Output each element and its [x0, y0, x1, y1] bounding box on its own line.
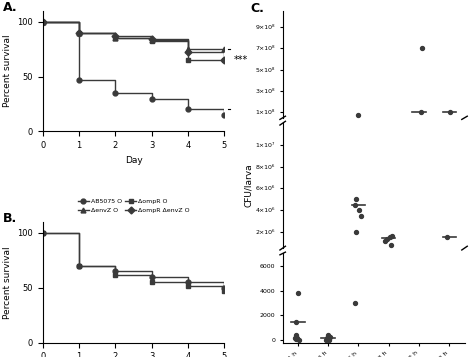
Legend: AB5075 O, ΔenvZ O, ΔompR O, ΔompR ΔenvZ O: AB5075 O, ΔenvZ O, ΔompR O, ΔompR ΔenvZ … — [75, 196, 192, 215]
Text: A.: A. — [3, 1, 17, 14]
Point — [443, 235, 451, 240]
Point — [357, 213, 365, 218]
Point — [323, 335, 331, 341]
Point — [292, 319, 299, 325]
Point — [322, 337, 330, 342]
Y-axis label: Percent survival: Percent survival — [3, 246, 12, 319]
Point — [292, 336, 299, 341]
Point — [325, 337, 333, 342]
Point — [417, 110, 425, 115]
Point — [351, 202, 359, 207]
Point — [324, 336, 332, 342]
Point — [327, 334, 334, 340]
Point — [354, 112, 361, 117]
Point — [351, 300, 359, 306]
Text: C.: C. — [250, 2, 264, 15]
Point — [293, 335, 301, 341]
Point — [419, 45, 426, 51]
Point — [383, 237, 391, 242]
Point — [292, 332, 300, 338]
Point — [352, 229, 360, 235]
Point — [292, 336, 300, 342]
Point — [447, 110, 454, 115]
Point — [325, 332, 332, 338]
Point — [294, 290, 302, 296]
Point — [356, 207, 363, 213]
Y-axis label: CFU/larva: CFU/larva — [244, 164, 253, 207]
Point — [382, 238, 389, 243]
Y-axis label: Percent survival: Percent survival — [3, 35, 12, 107]
Point — [388, 233, 396, 239]
Text: ***: *** — [234, 55, 248, 65]
Point — [387, 242, 395, 248]
Text: B.: B. — [3, 212, 17, 225]
Point — [386, 235, 394, 240]
X-axis label: Day: Day — [125, 156, 143, 165]
Point — [292, 335, 300, 341]
Point — [295, 337, 302, 342]
Point — [352, 196, 360, 202]
